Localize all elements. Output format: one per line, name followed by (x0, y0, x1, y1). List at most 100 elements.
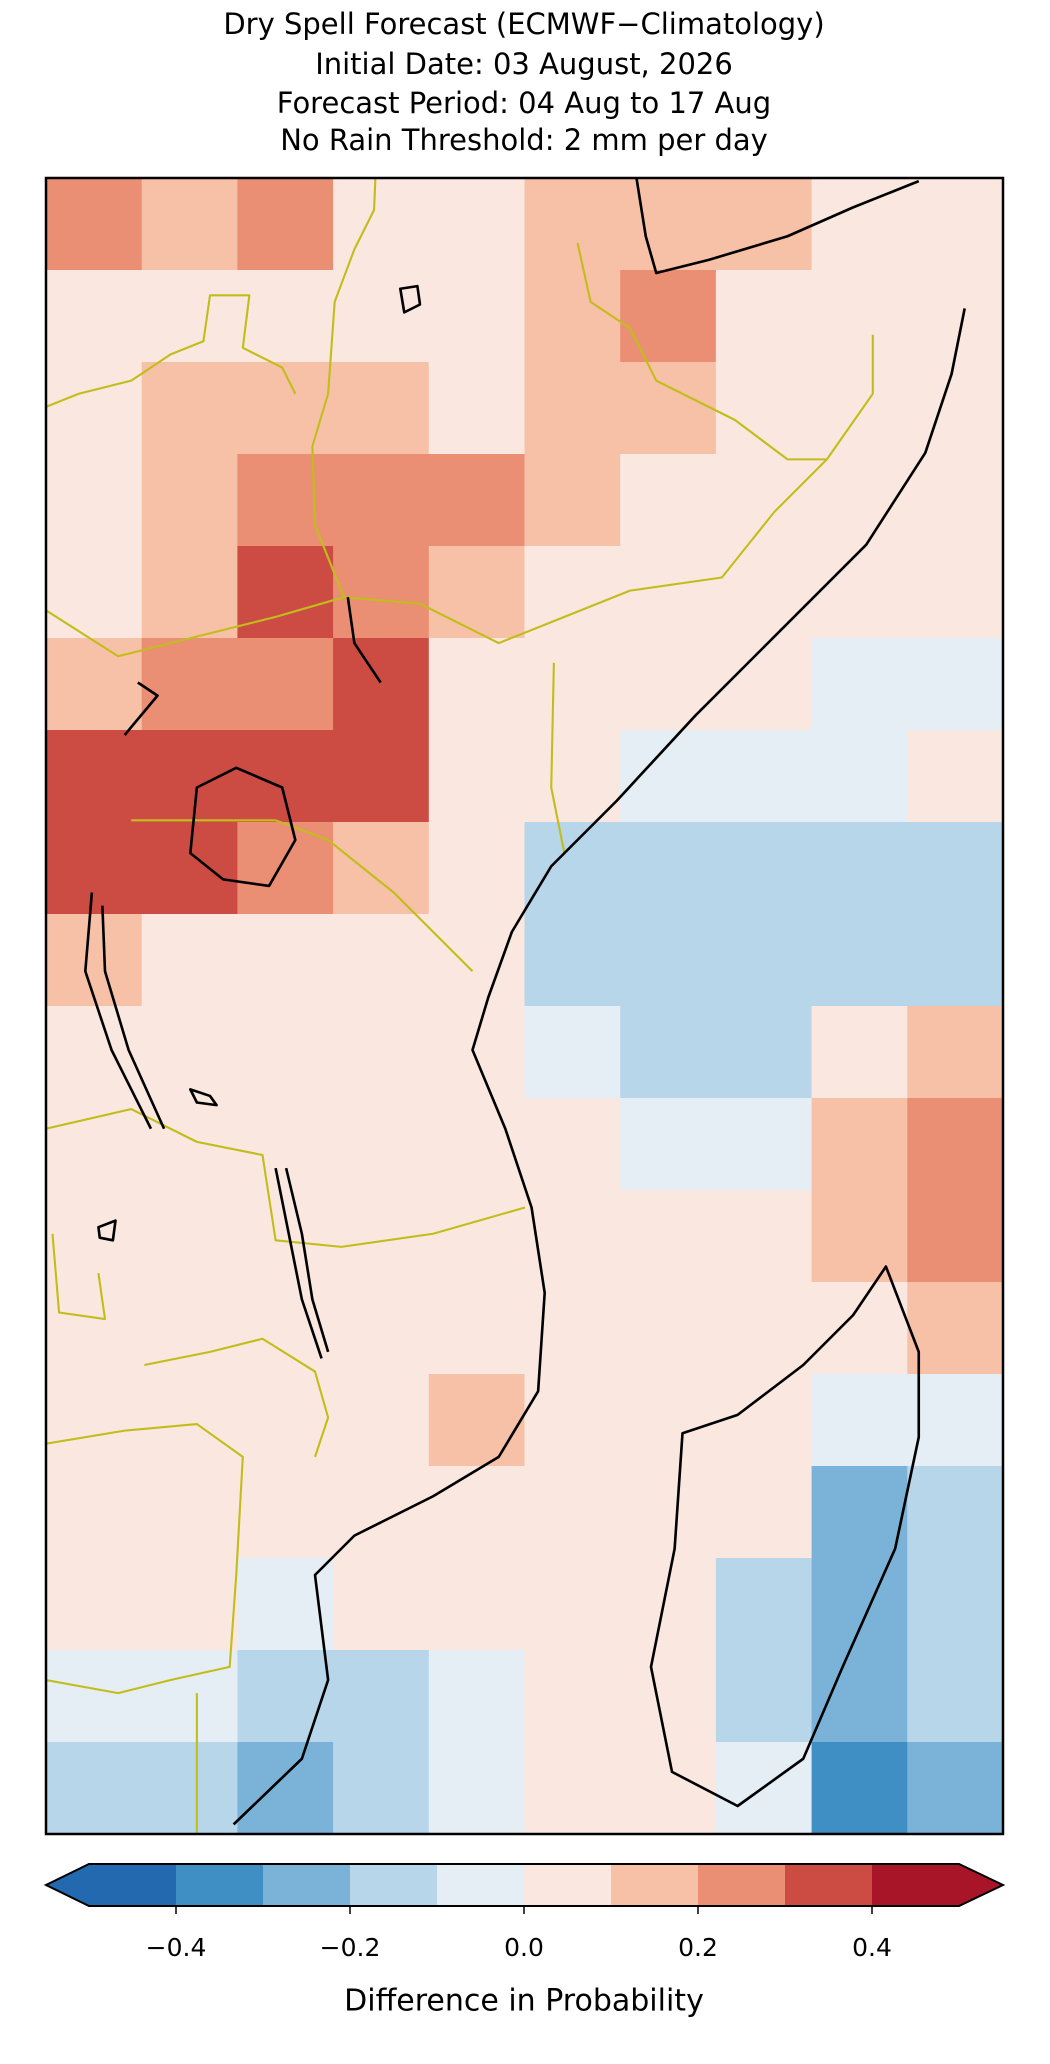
map-cell (428, 546, 525, 639)
map-cell (333, 822, 430, 915)
map-cell (428, 730, 525, 823)
map-cell (428, 1190, 525, 1283)
map-cell (428, 1650, 525, 1743)
map-cell (811, 178, 908, 271)
colorbar-segment (437, 1864, 525, 1906)
map-cell (333, 1650, 430, 1743)
map-cell (620, 1006, 717, 1099)
map-cell (333, 454, 430, 547)
map-cell (620, 1558, 717, 1651)
map-cell (141, 638, 238, 731)
map-cell (237, 1742, 334, 1834)
map-cell (141, 1558, 238, 1651)
colorbar-segment (263, 1864, 351, 1906)
map-cell (141, 454, 238, 547)
map-cell (811, 1558, 908, 1651)
map-cell (237, 546, 334, 639)
map-cell (237, 914, 334, 1007)
map-cell (428, 1098, 525, 1191)
map-cell (46, 270, 143, 363)
map-outlines (46, 178, 966, 1834)
map-cell (428, 1374, 525, 1467)
map-cell (46, 822, 143, 915)
map-cell (46, 546, 143, 639)
map-cell (141, 1650, 238, 1743)
colorbar-segment (698, 1864, 786, 1906)
map-cell (428, 178, 525, 271)
map-cell (141, 1006, 238, 1099)
map-cell (907, 1098, 1003, 1191)
map-cell (620, 546, 717, 639)
map-cell (811, 1466, 908, 1559)
map-cell (333, 638, 430, 731)
map-cell (811, 730, 908, 823)
map-cell (907, 454, 1003, 547)
map-cell (333, 362, 430, 455)
map-cell (46, 1558, 143, 1651)
colorbar-label: Difference in Probability (344, 1984, 704, 2019)
map-cell (620, 914, 717, 1007)
map-cell (620, 1374, 717, 1467)
map-cell (715, 1466, 813, 1559)
map-cell (141, 730, 238, 823)
colorbar-extend (959, 1864, 1003, 1906)
map-cell (524, 1190, 621, 1283)
map-cell (811, 1098, 908, 1191)
x-tick-label: 0.2 (678, 1933, 718, 1962)
map-cell (46, 1006, 143, 1099)
map-cell (46, 638, 143, 731)
x-tick-label: 0.0 (504, 1933, 544, 1962)
map-cell (237, 730, 334, 823)
map-cell (620, 1190, 717, 1283)
map-cell (333, 1742, 430, 1834)
map-cell (715, 546, 813, 639)
map-cell (715, 1558, 813, 1651)
map-cell (237, 270, 334, 363)
map-cell (141, 270, 238, 363)
map-cell (46, 454, 143, 547)
map-cell (428, 1466, 525, 1559)
map-cell (237, 1466, 334, 1559)
map-cell (333, 546, 430, 639)
map-cell (46, 1650, 143, 1743)
map-cell (907, 1466, 1003, 1559)
map-cell (237, 1650, 334, 1743)
colorbar-segment (350, 1864, 438, 1906)
map-cell (907, 270, 1003, 363)
map-cell (715, 1006, 813, 1099)
map-cell (333, 1006, 430, 1099)
map-cell (428, 270, 525, 363)
map-cell (333, 1466, 430, 1559)
colorbar-segment (872, 1864, 960, 1906)
map-cell (524, 1098, 621, 1191)
map-cell (46, 1190, 143, 1283)
map-cell (811, 362, 908, 455)
map-cell (524, 1374, 621, 1467)
map-cell (620, 1466, 717, 1559)
map-cell (237, 1190, 334, 1283)
colorbar-segment (785, 1864, 873, 1906)
map-cell (907, 914, 1003, 1007)
map-cell (811, 1742, 908, 1834)
map-cell (524, 362, 621, 455)
map-cell (524, 1006, 621, 1099)
map-cell (428, 1558, 525, 1651)
map-cell (715, 454, 813, 547)
map-cell (811, 1282, 908, 1375)
map-cell (620, 1650, 717, 1743)
map-cell (141, 1282, 238, 1375)
map-cell (524, 914, 621, 1007)
map-cell (141, 1466, 238, 1559)
map-cell (428, 1006, 525, 1099)
map-cell (907, 546, 1003, 639)
map-cell (620, 822, 717, 915)
map-cell (428, 1282, 525, 1375)
map-cell (907, 1650, 1003, 1743)
map-cell (524, 1558, 621, 1651)
map-cell (46, 1098, 143, 1191)
x-tick-label: −0.4 (146, 1933, 207, 1962)
map-cell (715, 822, 813, 915)
map-cell (524, 730, 621, 823)
map-cell (907, 1190, 1003, 1283)
